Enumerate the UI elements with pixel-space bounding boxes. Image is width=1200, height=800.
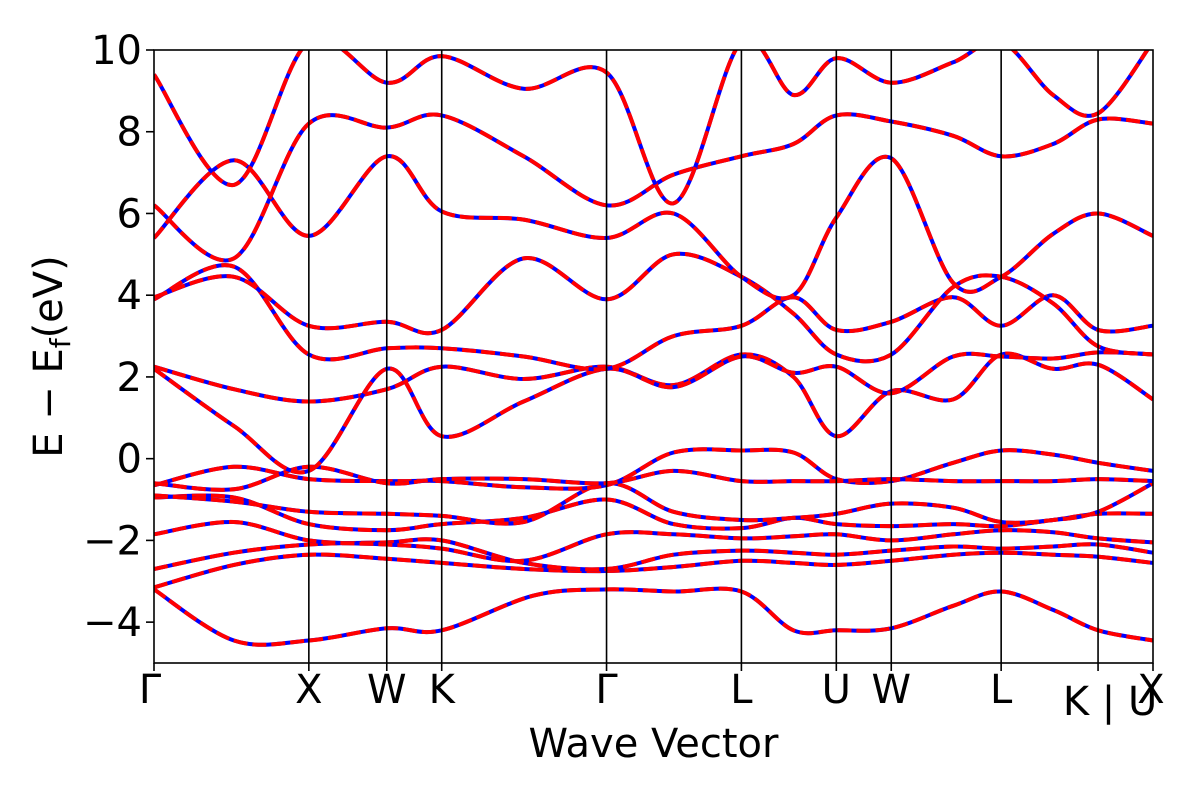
plot-frame (153, 49, 1154, 664)
y-tick-label: 8 (117, 110, 142, 156)
band-6 (154, 481, 1153, 526)
band-14-dashed (154, 112, 1153, 263)
band-9 (154, 351, 1153, 439)
band-10-solid (154, 350, 1153, 475)
high-symmetry-lines (308, 50, 1099, 663)
band-8 (154, 464, 1153, 492)
y-tick-label: 10 (91, 28, 142, 74)
band-9-dashed (154, 351, 1153, 439)
x-tick-label: K (429, 667, 457, 713)
x-tick-label: Γ (139, 667, 162, 713)
band-2 (154, 550, 1153, 590)
x-tick-label: W (367, 667, 407, 713)
x-tick-label: X (295, 667, 322, 713)
band-7 (154, 447, 1153, 491)
y-tick-label: 4 (117, 273, 142, 319)
band-5 (154, 493, 1153, 533)
band-11-dashed (154, 263, 1153, 372)
band-15-dashed (154, 50, 1150, 206)
x-tick-label: W (871, 667, 911, 713)
y-axis-label-subscript: f (44, 337, 77, 348)
x-tick-label: K | U (1063, 679, 1157, 725)
band-1-dashed (154, 586, 1153, 647)
x-axis-label: Wave Vector (529, 721, 780, 767)
band-13 (154, 154, 1153, 301)
band-4 (154, 519, 1153, 564)
band-15 (154, 50, 1150, 206)
band-1-solid (154, 586, 1153, 647)
y-axis-label-unit: (eV) (26, 255, 72, 338)
band-4-dashed (154, 519, 1153, 564)
y-tick-label: −2 (83, 518, 142, 564)
band-lines (154, 50, 1153, 647)
x-tick-label: L (730, 667, 753, 713)
y-tick-label: −4 (83, 600, 142, 646)
band-6-dashed (154, 481, 1153, 526)
band-5-dashed (154, 493, 1153, 533)
y-tick-label: 0 (117, 437, 142, 483)
x-tick-label: L (990, 667, 1013, 713)
x-tick-label: U (822, 667, 851, 713)
y-axis-label-main: E − E (26, 348, 72, 458)
band-10-dashed (154, 350, 1153, 475)
band-10 (154, 350, 1153, 475)
y-tick-label: 6 (117, 191, 142, 237)
band-14 (154, 112, 1153, 263)
x-tick-label: X (1137, 667, 1164, 713)
y-axis-ticks: −4 −2 0 2 4 6 8 10 (83, 28, 154, 646)
band-2-dashed (154, 550, 1153, 590)
band-11 (154, 263, 1153, 372)
band-9-solid (154, 351, 1153, 439)
x-tick-label: Γ (595, 667, 618, 713)
band-8-dashed (154, 464, 1153, 492)
band-1 (154, 586, 1153, 647)
band-13-dashed (154, 154, 1153, 301)
y-tick-label: 2 (117, 355, 142, 401)
band-7-dashed (154, 447, 1153, 491)
y-axis-label: E − Ef(eV) (26, 255, 77, 458)
